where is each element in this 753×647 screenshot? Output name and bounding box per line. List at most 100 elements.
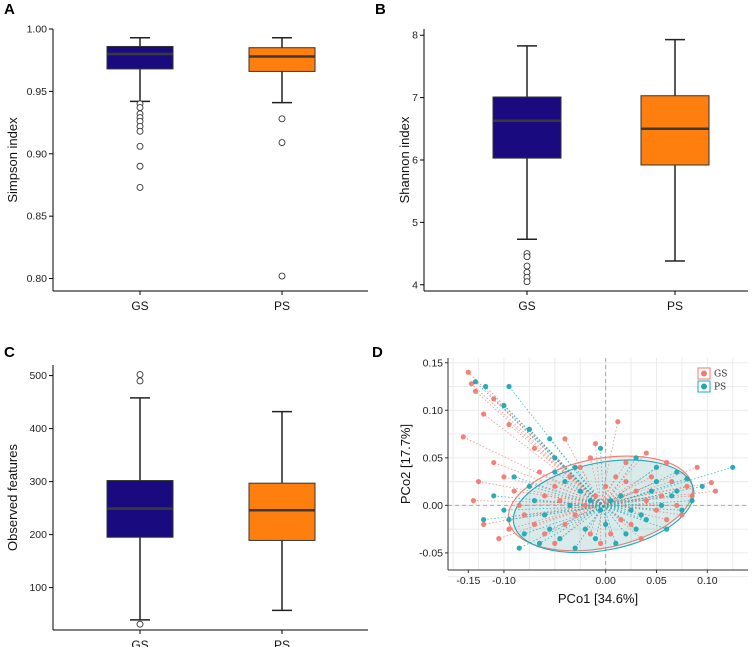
spider-line-gs xyxy=(595,443,601,504)
y-tick-label: 6 xyxy=(412,155,418,167)
data-point-ps xyxy=(542,512,548,518)
data-point-ps xyxy=(669,493,675,499)
data-point-gs xyxy=(613,474,619,480)
spider-line-gs xyxy=(600,486,607,504)
data-point-ps xyxy=(557,536,563,542)
data-point-ps xyxy=(521,531,527,537)
data-point-ps xyxy=(547,526,553,532)
data-point-gs xyxy=(684,483,690,489)
data-point-gs xyxy=(567,474,573,480)
data-point-ps xyxy=(658,502,665,508)
data-point-gs xyxy=(511,488,517,494)
spider-line-gs xyxy=(600,503,657,511)
data-point-gs xyxy=(536,469,543,475)
data-point-ps xyxy=(572,464,578,470)
box-gs xyxy=(106,45,174,70)
data-point-ps xyxy=(592,536,599,542)
spider-line-ps xyxy=(603,505,642,516)
y-tick-label: 400 xyxy=(29,423,47,435)
data-point-gs xyxy=(470,498,477,504)
panel-label-a: A xyxy=(4,1,15,18)
box-ps xyxy=(248,482,316,541)
data-point-gs xyxy=(468,381,474,387)
data-point-ps xyxy=(501,402,507,409)
spider-line-gs xyxy=(544,495,601,504)
outlier-point-gs xyxy=(136,371,144,378)
data-point-ps xyxy=(547,436,553,442)
data-point-ps xyxy=(562,478,568,485)
data-point-ps xyxy=(526,483,532,489)
spider-line-ps xyxy=(574,467,604,507)
data-point-gs xyxy=(597,540,604,546)
data-point-gs xyxy=(475,478,482,485)
data-point-ps xyxy=(531,498,538,504)
data-point-ps xyxy=(552,469,558,475)
data-point-ps xyxy=(730,464,736,470)
spider-line-ps xyxy=(603,505,667,530)
data-point-ps xyxy=(684,476,690,482)
spider-line-gs xyxy=(600,490,637,504)
data-point-ps xyxy=(483,383,489,390)
data-point-ps xyxy=(618,493,624,499)
spider-line-gs xyxy=(600,462,627,504)
x-tick-label: 0.10 xyxy=(697,575,718,587)
spider-line-ps xyxy=(603,500,693,507)
data-point-ps xyxy=(613,540,619,546)
data-point-gs xyxy=(506,421,512,428)
data-point-gs xyxy=(669,478,675,485)
spider-line-gs xyxy=(600,503,632,525)
y-tick-label: 1.00 xyxy=(27,24,48,36)
y-tick-label: 0.85 xyxy=(27,211,48,223)
panel-label-b: B xyxy=(375,1,386,18)
data-point-ps xyxy=(506,517,512,523)
data-point-gs xyxy=(603,483,609,489)
data-point-ps xyxy=(689,498,695,504)
x-tick-label-ps: PS xyxy=(274,299,290,313)
legend-marker-gs xyxy=(701,370,707,377)
spider-line-gs xyxy=(589,457,601,504)
spider-line-gs xyxy=(524,503,601,516)
data-point-ps xyxy=(638,512,644,518)
legend-marker-ps xyxy=(701,383,707,390)
data-point-gs xyxy=(643,498,649,504)
spider-line-ps xyxy=(603,471,677,507)
box-ps xyxy=(248,47,316,72)
outlier-point-gs xyxy=(523,278,531,286)
panel-b-shannon-boxplot: 4 5 6 7 8 Shannon index GS PS xyxy=(397,29,748,313)
data-point-gs xyxy=(694,464,700,470)
data-point-gs xyxy=(679,512,685,518)
data-point-gs xyxy=(506,526,512,532)
data-point-gs xyxy=(460,434,466,440)
outlier-point-gs xyxy=(136,377,144,385)
data-point-ps xyxy=(633,455,639,461)
y-tick-label: 0.90 xyxy=(27,148,48,160)
spider-line-gs xyxy=(473,500,601,504)
y-tick-label: 0.05 xyxy=(423,452,444,464)
legend: GS PS xyxy=(697,367,727,393)
panel-d-pcoa-scatter: -0.05 0.00 0.05 0.10 0.15 -0.10 0.00 0.05 0.10 -0… xyxy=(398,357,748,606)
outlier-point-gs xyxy=(136,620,144,628)
data-point-gs xyxy=(572,512,578,518)
data-point-ps xyxy=(597,445,604,451)
data-point-gs xyxy=(708,479,714,486)
spider-line-ps xyxy=(603,506,617,544)
data-point-gs xyxy=(623,459,629,466)
spider-line-ps xyxy=(600,448,604,507)
data-point-ps xyxy=(516,545,522,551)
spider-line-gs xyxy=(585,503,601,506)
spider-line-gs xyxy=(483,503,601,525)
spider-line-ps xyxy=(603,457,637,507)
panel-label-d: D xyxy=(372,344,383,361)
y-tick-label: 8 xyxy=(412,30,418,42)
data-point-ps xyxy=(501,507,507,513)
y-axis-label: Observed features xyxy=(5,444,20,551)
data-point-gs xyxy=(587,455,593,461)
data-point-gs xyxy=(577,464,583,470)
y-axis-label: Shannon index xyxy=(397,116,412,203)
data-point-gs xyxy=(531,521,538,527)
data-point-ps xyxy=(552,455,558,461)
x-tick-label-gs: GS xyxy=(518,299,535,313)
data-point-gs xyxy=(638,536,644,542)
data-point-ps xyxy=(480,517,487,523)
data-point-gs xyxy=(521,512,527,518)
